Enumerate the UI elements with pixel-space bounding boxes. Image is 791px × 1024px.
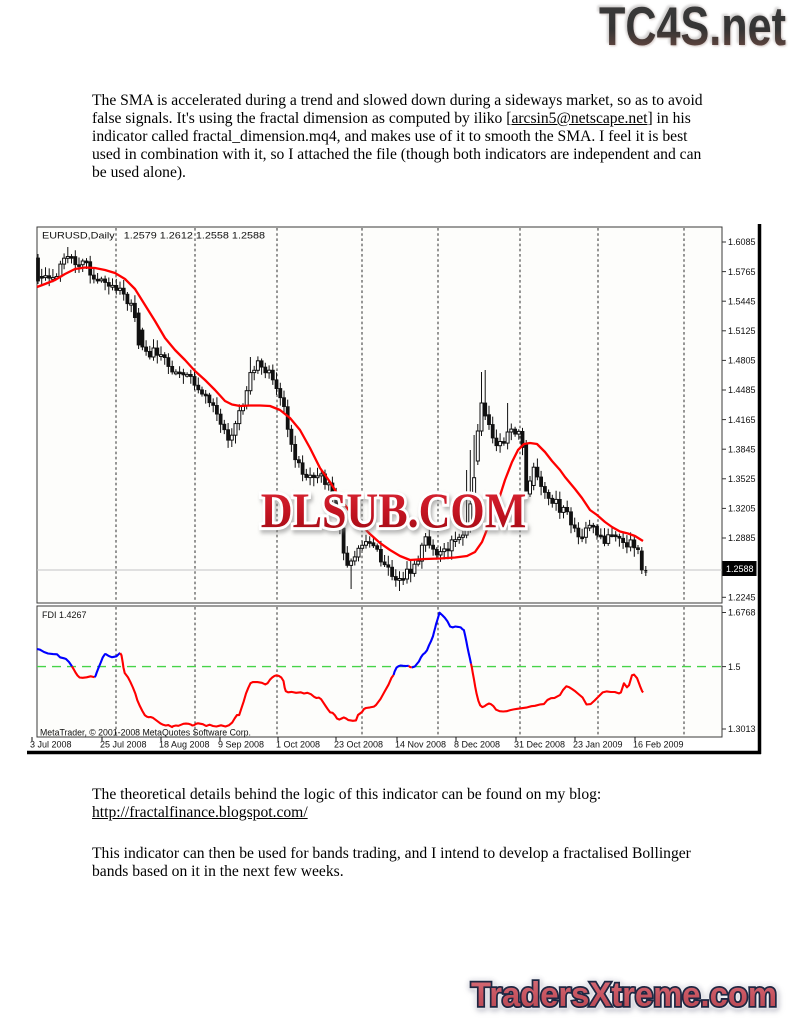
svg-text:8 Dec 2008: 8 Dec 2008 xyxy=(454,740,500,750)
svg-text:1.2885: 1.2885 xyxy=(728,533,756,543)
svg-text:23 Oct 2008: 23 Oct 2008 xyxy=(334,740,383,750)
svg-text:1.4165: 1.4165 xyxy=(728,415,756,425)
svg-text:14 Nov 2008: 14 Nov 2008 xyxy=(395,740,446,750)
svg-text:1.4805: 1.4805 xyxy=(728,356,756,366)
svg-text:1.2245: 1.2245 xyxy=(728,593,756,603)
svg-text:18 Aug 2008: 18 Aug 2008 xyxy=(159,740,210,750)
svg-text:16 Feb 2009: 16 Feb 2009 xyxy=(633,740,684,750)
svg-text:1.6085: 1.6085 xyxy=(728,237,756,247)
svg-text:1.5125: 1.5125 xyxy=(728,326,756,336)
svg-text:1.5445: 1.5445 xyxy=(728,296,756,306)
svg-text:9 Sep 2008: 9 Sep 2008 xyxy=(218,740,264,750)
svg-text:MetaTrader, © 2001-2008 MetaQu: MetaTrader, © 2001-2008 MetaQuotes Softw… xyxy=(40,728,251,738)
svg-text:1.3845: 1.3845 xyxy=(728,444,756,454)
svg-text:1.6768: 1.6768 xyxy=(728,608,756,618)
svg-text:31 Dec 2008: 31 Dec 2008 xyxy=(514,740,565,750)
svg-text:TC4S.net: TC4S.net xyxy=(599,0,786,57)
svg-text:1.2588: 1.2588 xyxy=(726,564,754,574)
svg-text:DLSUB.COM: DLSUB.COM xyxy=(261,484,527,539)
svg-text:EURUSD,Daily 1.2579 1.2612 1: EURUSD,Daily 1.2579 1.2612 1.2558 1.2588 xyxy=(42,231,265,241)
svg-text:1 Oct 2008: 1 Oct 2008 xyxy=(276,740,320,750)
svg-text:1.5765: 1.5765 xyxy=(728,267,756,277)
svg-text:1.3525: 1.3525 xyxy=(728,474,756,484)
svg-text:1.3205: 1.3205 xyxy=(728,504,756,514)
svg-text:3 Jul 2008: 3 Jul 2008 xyxy=(30,740,72,750)
svg-text:1.5: 1.5 xyxy=(728,662,741,672)
svg-text:TradersXtreme.com: TradersXtreme.com xyxy=(471,976,777,1014)
svg-text:23 Jan 2009: 23 Jan 2009 xyxy=(573,740,623,750)
svg-text:FDI 1.4267: FDI 1.4267 xyxy=(42,610,87,620)
svg-text:1.3013: 1.3013 xyxy=(728,724,756,734)
svg-text:1.4485: 1.4485 xyxy=(728,385,756,395)
svg-text:25 Jul 2008: 25 Jul 2008 xyxy=(100,740,147,750)
